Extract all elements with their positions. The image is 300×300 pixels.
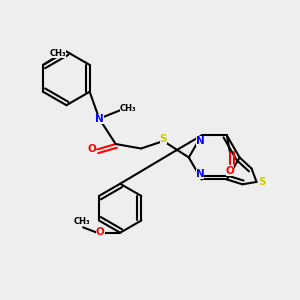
Text: S: S: [160, 134, 167, 144]
Text: CH₃: CH₃: [50, 49, 66, 58]
Text: O: O: [226, 166, 234, 176]
Text: N: N: [196, 136, 204, 146]
Text: CH₃: CH₃: [120, 104, 136, 113]
Text: S: S: [258, 177, 266, 187]
Text: CH₃: CH₃: [73, 218, 90, 226]
Text: N: N: [95, 114, 103, 124]
Text: N: N: [196, 169, 204, 179]
Text: O: O: [96, 227, 104, 237]
Text: O: O: [87, 144, 96, 154]
